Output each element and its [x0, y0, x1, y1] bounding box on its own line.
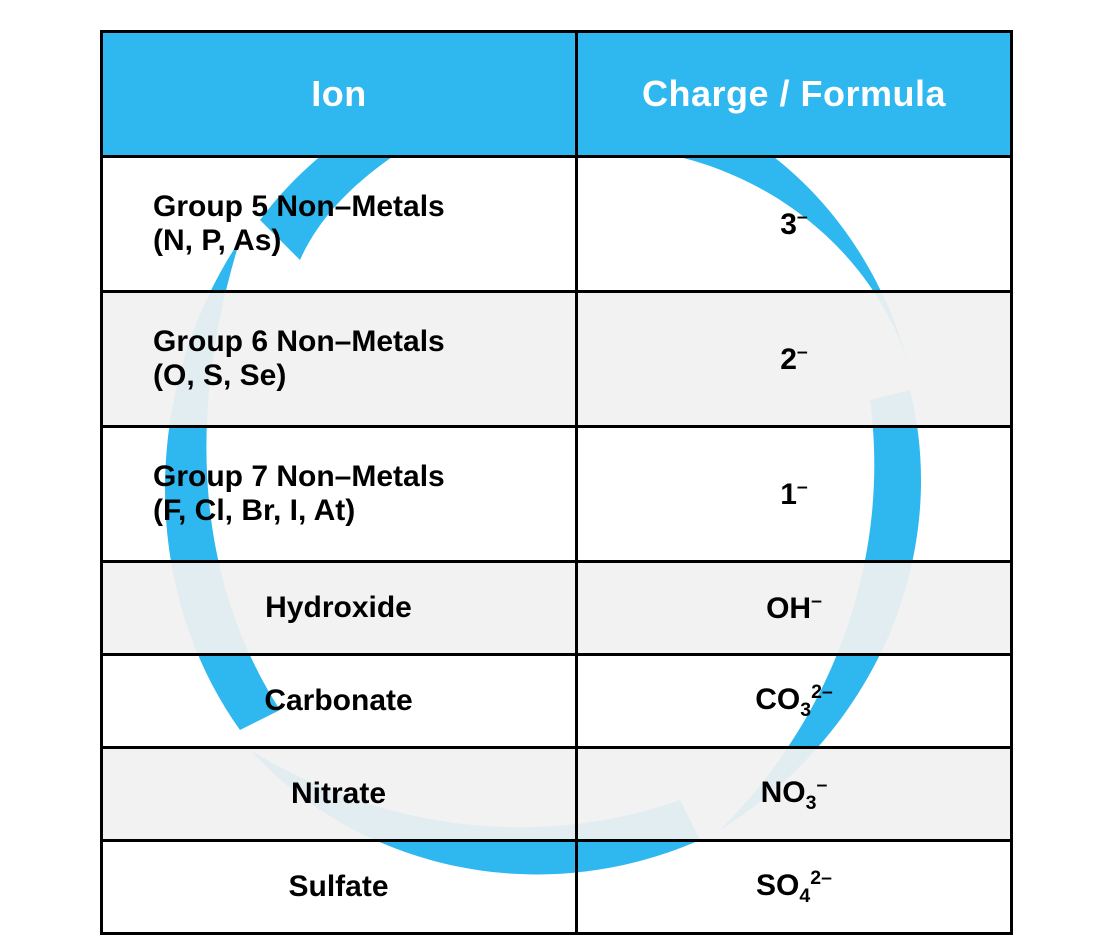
charge-base: SO — [756, 869, 799, 902]
ion-name: Sulfate — [103, 870, 574, 904]
charge-cell: 3– — [577, 157, 1012, 292]
ion-name: Group 6 Non–Metals — [153, 325, 574, 359]
column-header-charge: Charge / Formula — [577, 32, 1012, 157]
table-row: Group 6 Non–Metals(O, S, Se)2– — [102, 292, 1012, 427]
charge-cell: NO3– — [577, 748, 1012, 841]
ion-cell: Carbonate — [102, 655, 577, 748]
charge-cell: OH– — [577, 562, 1012, 655]
table-row: HydroxideOH– — [102, 562, 1012, 655]
charge-subscript: 3 — [806, 792, 817, 814]
charge-base: CO — [755, 683, 800, 716]
charge-superscript: – — [797, 206, 808, 228]
table-row: CarbonateCO32– — [102, 655, 1012, 748]
charge-base: 1 — [780, 478, 797, 511]
charge-base: 2 — [780, 343, 797, 376]
table-row: Group 5 Non–Metals(N, P, As)3– — [102, 157, 1012, 292]
charge-base: OH — [766, 592, 811, 625]
charge-superscript: – — [797, 341, 808, 363]
charge-superscript: – — [811, 590, 822, 612]
charge-subscript: 4 — [799, 885, 810, 907]
table-row: NitrateNO3– — [102, 748, 1012, 841]
ion-name: Hydroxide — [103, 591, 574, 625]
table-body: Group 5 Non–Metals(N, P, As)3–Group 6 No… — [102, 157, 1012, 934]
ion-name: Group 5 Non–Metals — [153, 190, 574, 224]
table-row: SulfateSO42– — [102, 841, 1012, 934]
charge-superscript: 2– — [810, 867, 832, 889]
table-header-row: Ion Charge / Formula — [102, 32, 1012, 157]
ion-examples: (O, S, Se) — [153, 359, 574, 393]
ion-cell: Group 6 Non–Metals(O, S, Se) — [102, 292, 577, 427]
ion-examples: (N, P, As) — [153, 224, 574, 258]
ion-cell: Hydroxide — [102, 562, 577, 655]
charge-cell: SO42– — [577, 841, 1012, 934]
charge-superscript: 2– — [811, 681, 833, 703]
ion-name: Carbonate — [103, 684, 574, 718]
charge-cell: CO32– — [577, 655, 1012, 748]
charge-base: NO — [761, 776, 806, 809]
charge-superscript: – — [817, 774, 828, 796]
ion-cell: Nitrate — [102, 748, 577, 841]
charge-cell: 2– — [577, 292, 1012, 427]
ion-charge-table: Ion Charge / Formula Group 5 Non–Metals(… — [100, 30, 1013, 935]
charge-subscript: 3 — [800, 699, 811, 721]
ion-name: Group 7 Non–Metals — [153, 460, 574, 494]
ion-name: Nitrate — [103, 777, 574, 811]
ion-cell: Group 7 Non–Metals(F, Cl, Br, I, At) — [102, 427, 577, 562]
ion-cell: Sulfate — [102, 841, 577, 934]
charge-superscript: – — [797, 476, 808, 498]
ion-cell: Group 5 Non–Metals(N, P, As) — [102, 157, 577, 292]
table-row: Group 7 Non–Metals(F, Cl, Br, I, At)1– — [102, 427, 1012, 562]
column-header-ion: Ion — [102, 32, 577, 157]
charge-base: 3 — [780, 208, 797, 241]
ion-examples: (F, Cl, Br, I, At) — [153, 494, 574, 528]
charge-cell: 1– — [577, 427, 1012, 562]
